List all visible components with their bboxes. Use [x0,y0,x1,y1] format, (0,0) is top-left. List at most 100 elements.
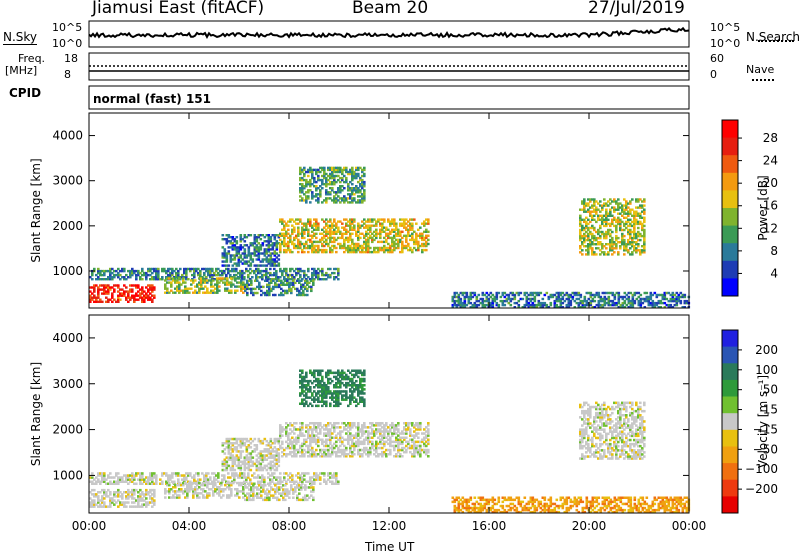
power-cell [583,299,587,303]
velocity-cell [282,498,285,502]
velocity-cell [275,439,279,443]
power-cell [93,286,96,289]
power-cell [521,306,525,309]
power-cell [673,303,677,307]
power-cell [231,248,235,251]
power-cell [585,234,588,238]
power-cell [303,193,306,196]
velocity-cell [277,437,281,441]
power-cell [633,228,636,232]
power-cell [339,232,342,235]
power-cell [527,297,531,301]
power-cell [415,238,418,242]
velocity-cell [252,498,255,502]
power-cell [229,246,233,249]
power-cell [97,269,100,273]
velocity-cell [279,432,282,435]
velocity-cell [103,505,106,508]
power-cell [188,291,191,294]
velocity-cell [295,442,298,446]
power-cell [257,276,260,279]
power-cell [617,216,620,219]
power-cell [415,242,418,246]
power-cell [317,170,320,174]
velocity-cell [151,493,154,496]
velocity-cell [255,460,259,463]
velocity-cell [341,440,344,444]
power-cell [603,232,606,236]
velocity-cell [309,480,312,483]
velocity-cell [268,496,271,499]
power-cell [477,303,481,307]
velocity-cell [309,455,312,458]
power-cell [309,189,312,192]
velocity-cell [298,492,301,495]
power-cell [343,244,346,248]
power-cell [371,218,374,221]
power-cell [270,289,273,293]
power-cell [305,240,308,244]
power-cell [271,242,275,245]
power-cell [176,289,179,292]
power-cell [517,306,521,309]
velocity-cell [245,456,249,459]
power-cell [491,301,495,305]
power-cell [627,299,631,303]
power-cell [583,220,586,224]
velocity-cell [288,492,291,495]
power-cell [321,166,324,170]
power-cell [225,264,229,267]
power-cell [349,220,352,223]
velocity-cell [184,481,187,485]
power-cell [285,244,288,248]
power-cell [243,250,247,253]
velocity-cell [243,472,246,475]
power-cell [288,285,291,289]
power-cell [421,238,424,242]
power-cell [207,267,210,271]
power-cell [267,278,270,281]
power-cell [601,247,604,250]
power-cell [343,201,346,204]
power-cell [333,166,336,170]
velocity-cell [349,448,352,452]
velocity-cell [273,462,277,466]
power-cell [233,238,237,241]
power-cell [623,299,627,303]
power-cell [141,298,144,301]
power-cell [351,193,354,196]
velocity-cell [243,444,247,447]
velocity-cell [202,490,205,493]
velocity-cell [291,478,294,481]
power-cell [361,183,364,186]
power-cell [335,246,338,250]
power-cell [609,222,612,226]
power-cell [381,230,384,233]
power-cell [341,199,344,202]
velocity-cell [261,466,265,470]
power-cell [298,281,301,284]
power-cell [131,296,134,299]
power-cell [143,290,146,293]
power-cell [455,303,459,307]
power-cell [671,295,675,299]
power-cell [235,240,239,243]
power-cell [300,287,303,291]
power-cell [401,222,404,225]
velocity-cell [281,442,284,446]
power-cell [353,172,356,176]
power-cell [280,283,283,286]
power-cell [190,283,193,286]
velocity-cell [221,480,224,483]
power-cell [371,220,374,223]
power-cell [202,279,205,282]
power-cell [89,290,92,293]
power-cbtick-label-4: 20 [763,176,778,190]
velocity-cell [307,446,310,450]
power-cell [677,295,681,299]
power-cell [509,297,513,301]
power-cell [357,174,360,178]
power-cell [259,246,263,249]
velocity-cell [194,492,197,495]
velocity-cell [285,428,288,431]
